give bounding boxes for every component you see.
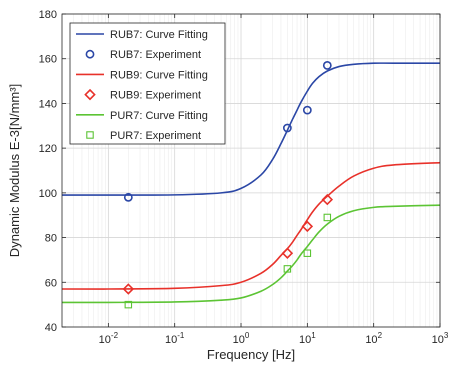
series-line <box>61 62 440 196</box>
data-point-diamond <box>301 220 314 233</box>
data-point-square <box>303 249 312 257</box>
data-point-circle <box>85 49 95 59</box>
y-tick-label: 180 <box>39 9 57 21</box>
series-line <box>61 161 441 290</box>
x-tick-label: 103 <box>432 331 449 346</box>
legend: RUB7: Curve Fitting RUB7: Experiment RUB9:… <box>69 22 226 145</box>
y-axis-label: Dynamic Modulus E-3[N/mm³] <box>7 84 22 257</box>
y-tick-label: 100 <box>39 188 57 200</box>
data-point-diamond <box>321 193 334 206</box>
data-point-circle <box>123 192 133 202</box>
y-tick-label: 160 <box>39 54 57 66</box>
data-point-diamond <box>84 88 96 101</box>
y-tick-label: 60 <box>45 277 57 289</box>
y-tick-label: 140 <box>39 98 57 110</box>
legend-entry-label: RUB9: Curve Fitting <box>110 69 208 81</box>
legend-box <box>69 22 226 145</box>
x-tick-label: 10-2 <box>99 331 119 346</box>
data-point-circle <box>282 123 292 133</box>
legend-entry-label: RUB9: Experiment <box>110 90 201 102</box>
y-tick-label: 80 <box>45 233 57 245</box>
legend-entry-label: RUB7: Curve Fitting <box>110 29 208 41</box>
series-lines <box>61 62 441 304</box>
data-point-square <box>323 213 332 222</box>
data-point-square <box>283 265 292 273</box>
y-tick-label: 40 <box>45 322 57 334</box>
series-line <box>61 204 441 304</box>
x-tick-label: 100 <box>233 331 250 346</box>
legend-entry-label: RUB7: Experiment <box>110 49 201 61</box>
x-tick-label: 10-1 <box>165 331 185 346</box>
data-point-circle <box>322 61 332 70</box>
y-tick-label: 120 <box>39 143 57 155</box>
x-tick-label: 101 <box>299 331 316 346</box>
x-tick-label: 102 <box>365 331 382 346</box>
x-axis-label: Frequency [Hz] <box>207 347 295 362</box>
legend-entry-label: PUR7: Experiment <box>110 130 201 142</box>
data-point-square <box>124 300 133 309</box>
plot-frame <box>61 13 441 328</box>
data-point-diamond <box>281 247 294 259</box>
data-point-square <box>86 131 94 139</box>
data-point-diamond <box>122 283 135 295</box>
axis-ticks: 40 60 80 100 120 140 160 180 10-2 10-1 100 101 102 10… <box>39 9 449 346</box>
data-point-circle <box>302 105 312 115</box>
legend-entry-label: PUR7: Curve Fitting <box>110 110 208 122</box>
series-markers <box>122 61 334 309</box>
